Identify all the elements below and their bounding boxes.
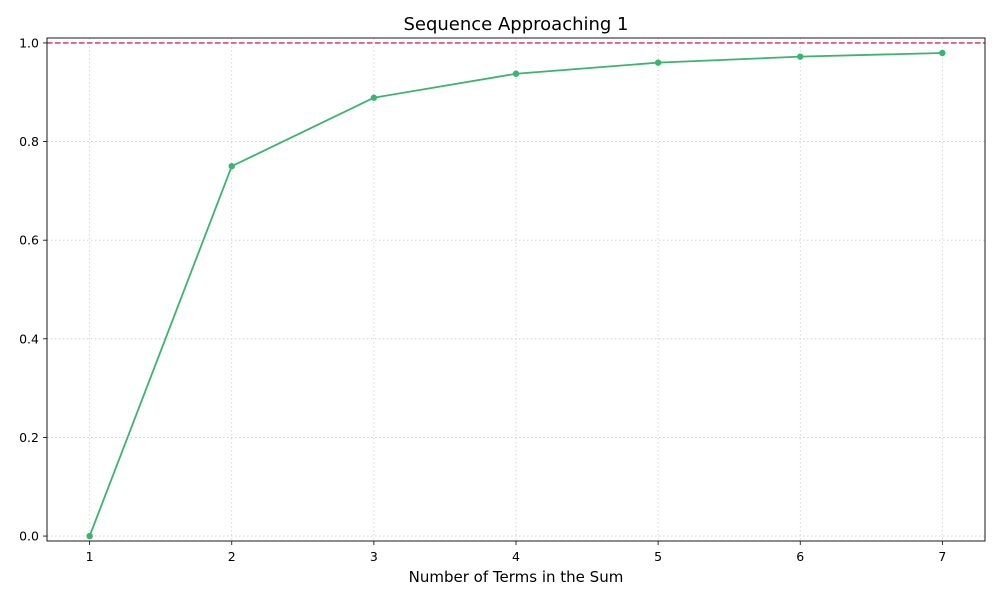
data-point [228, 163, 235, 170]
data-point [797, 53, 804, 60]
x-tick-label: 3 [370, 549, 378, 564]
x-tick-label: 7 [938, 549, 946, 564]
data-point [512, 70, 520, 77]
y-tick-label: 0.4 [19, 331, 39, 346]
x-tick-label: 6 [796, 549, 804, 564]
x-axis-title: Number of Terms in the Sum [409, 568, 624, 586]
plot-frame [46, 37, 986, 542]
y-tick-label: 0.2 [19, 430, 39, 445]
y-tick-label: 0.0 [19, 529, 39, 544]
x-tick-label: 5 [654, 549, 662, 564]
y-tick-label: 0.6 [19, 233, 39, 248]
x-tick-label: 2 [228, 549, 236, 564]
ticks: 1 2 3 4 5 6 7 0.0 0.2 0.4 0.6 0.8 1.0 [19, 35, 946, 564]
y-tick-label: 1.0 [19, 35, 39, 50]
data-point [370, 94, 378, 101]
data-point [939, 49, 946, 57]
axes [46, 37, 986, 542]
chart-title: Sequence Approaching 1 [403, 14, 628, 35]
data-point [86, 532, 93, 540]
x-tick-label: 1 [86, 549, 94, 564]
data-point [654, 59, 662, 66]
series-layer [86, 49, 946, 540]
grid [47, 38, 985, 541]
x-tick-label: 4 [512, 549, 520, 564]
y-tick-label: 0.8 [19, 134, 39, 149]
